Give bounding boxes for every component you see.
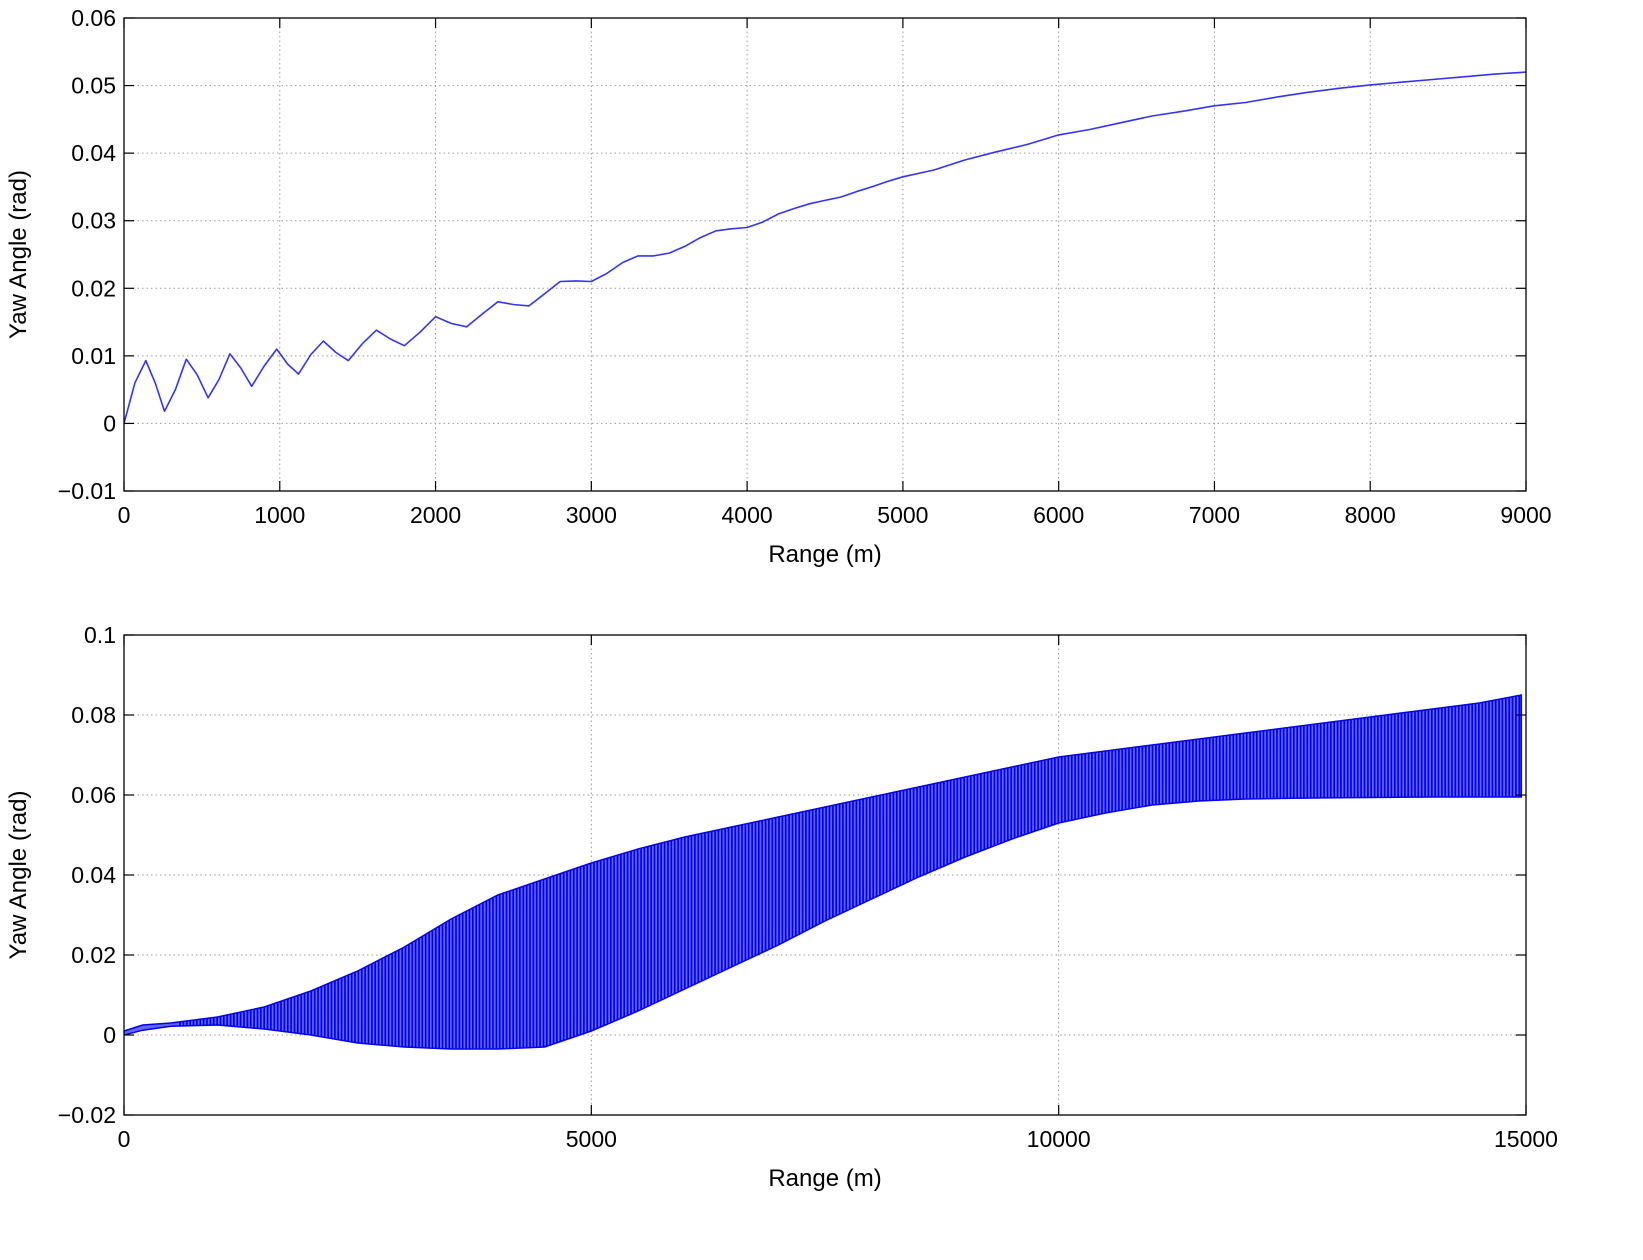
y-axis-label: Yaw Angle (rad): [5, 791, 32, 960]
y-tick-label: 0.01: [71, 343, 116, 369]
y-tick-label: 0.04: [71, 862, 116, 888]
y-tick-label: 0.06: [71, 5, 116, 31]
x-tick-label: 8000: [1345, 502, 1396, 528]
series-group: [124, 694, 1523, 1050]
y-tick-label: 0.05: [71, 73, 116, 99]
x-tick-label: 3000: [566, 502, 617, 528]
oscillation-strokes: [179, 695, 1521, 1049]
y-tick-label: 0: [103, 410, 116, 436]
x-tick-label: 4000: [722, 502, 773, 528]
x-axis-label: Range (m): [768, 541, 881, 568]
x-tick-label: 0: [118, 502, 131, 528]
y-axis-label: Yaw Angle (rad): [5, 170, 32, 339]
x-tick-label: 7000: [1189, 502, 1240, 528]
plot-area: [124, 18, 1526, 491]
x-tick-label: 0: [118, 1126, 131, 1152]
y-tick-label: 0.1: [84, 622, 116, 648]
x-tick-label: 5000: [566, 1126, 617, 1152]
x-tick-label: 15000: [1494, 1126, 1558, 1152]
x-tick-label: 10000: [1027, 1126, 1091, 1152]
x-tick-label: 9000: [1500, 502, 1551, 528]
y-tick-label: 0.03: [71, 208, 116, 234]
series-line: [124, 71, 1526, 424]
x-tick-label: 5000: [877, 502, 928, 528]
y-tick-label: 0.02: [71, 275, 116, 301]
x-axis-label: Range (m): [768, 1165, 881, 1192]
y-tick-label: −0.01: [58, 478, 116, 504]
series-group: [124, 71, 1526, 424]
y-tick-label: 0: [103, 1022, 116, 1048]
x-tick-label: 6000: [1033, 502, 1084, 528]
axes-box: [123, 17, 1527, 492]
yaw-angle-chart-bottom: 0 5000 10000 15000−0.0200.020.040.060.080.1…: [5, 622, 1558, 1192]
y-tick-label: 0.02: [71, 942, 116, 968]
y-tick-label: 0.08: [71, 702, 116, 728]
yaw-angle-chart-top: 0 1000 2000 3000 4000 5000 6000 7000 8000 9000 −0.…: [5, 5, 1552, 568]
x-tick-label: 1000: [254, 502, 305, 528]
y-tick-label: 0.04: [71, 140, 116, 166]
y-tick-label: 0.06: [71, 782, 116, 808]
x-tick-label: 2000: [410, 502, 461, 528]
y-tick-label: −0.02: [58, 1102, 116, 1128]
